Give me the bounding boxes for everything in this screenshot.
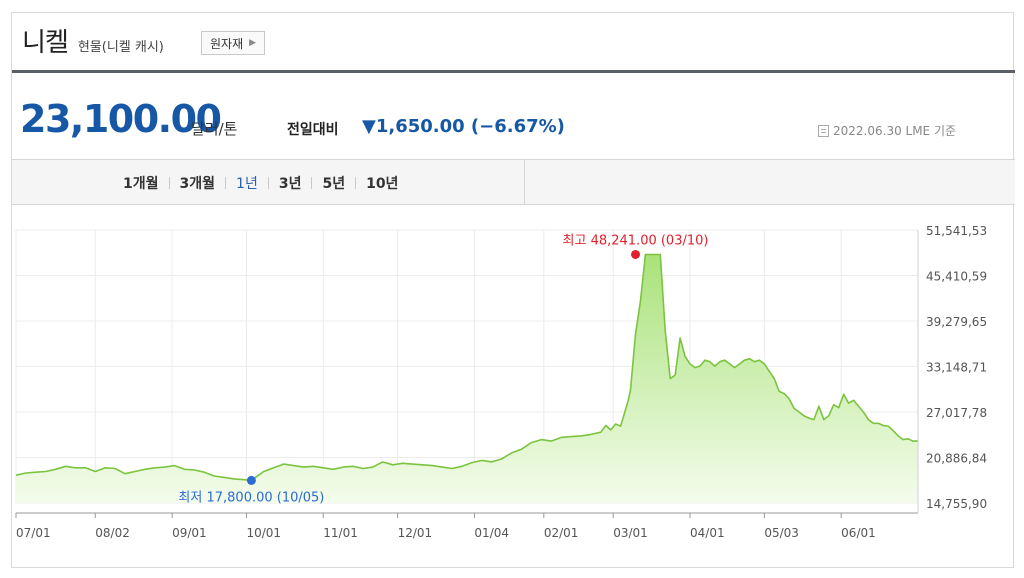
x-tick-label: 03/01	[613, 526, 648, 540]
x-tick-label: 11/01	[323, 526, 358, 540]
x-tick-label: 12/01	[398, 526, 433, 540]
y-tick-label: 33,148,71	[926, 361, 987, 375]
date-note-text: 2022.06.30 LME 기준	[833, 124, 957, 138]
change-value: ▼1,650.00 (−6.67%)	[362, 116, 565, 137]
period-tab[interactable]: 1년	[236, 176, 258, 192]
period-tab-separator	[168, 177, 170, 189]
y-tick-label: 27,017,78	[926, 406, 987, 420]
quote-panel	[11, 12, 1014, 568]
period-tab-separator	[311, 177, 313, 189]
y-tick-label: 51,541,53	[926, 224, 987, 238]
page-title: 니켈	[22, 28, 69, 58]
material-button[interactable]: 원자재 ▶	[201, 31, 266, 55]
low-label: 최저 17,800.00 (10/05)	[178, 490, 324, 505]
y-tick-label: 14,755,90	[926, 497, 987, 511]
x-tick-label: 08/02	[95, 526, 130, 540]
y-tick-label: 39,279,65	[926, 315, 987, 329]
high-marker	[631, 249, 641, 259]
price-unit: 달러/톤	[191, 120, 238, 138]
material-button-label: 원자재	[210, 36, 244, 51]
period-tab-separator	[267, 177, 269, 189]
low-marker	[246, 475, 256, 485]
x-tick-label: 05/03	[764, 526, 799, 540]
x-tick-label: 01/04	[474, 526, 509, 540]
period-tab[interactable]: 3개월	[179, 176, 216, 192]
period-tab[interactable]: 10년	[366, 176, 399, 192]
period-tab[interactable]: 5년	[322, 176, 346, 192]
title-divider	[12, 70, 1015, 73]
x-tick-label: 09/01	[172, 526, 207, 540]
period-bar-divider	[524, 160, 525, 204]
document-icon	[818, 124, 829, 137]
date-note: 2022.06.30 LME 기준	[818, 122, 956, 139]
y-tick-label: 45,410,59	[926, 270, 987, 284]
high-label: 최고 48,241.00 (03/10)	[563, 233, 709, 248]
period-tab-separator	[355, 177, 357, 189]
chevron-right-icon: ▶	[249, 38, 257, 48]
x-tick-label: 07/01	[16, 526, 51, 540]
period-tab[interactable]: 1개월	[123, 176, 159, 192]
area-fill	[16, 254, 918, 503]
price-line	[15, 253, 918, 482]
period-tabs: 1개월 3개월 1년 3년 5년 10년	[113, 173, 408, 193]
title-row: 니켈 현물(니켈 캐시)	[22, 22, 164, 62]
x-tick-label: 02/01	[544, 526, 579, 540]
x-tick-label: 06/01	[841, 526, 876, 540]
x-tick-label: 04/01	[690, 526, 725, 540]
period-tabs-bar: 1개월 3개월 1년 3년 5년 10년	[12, 159, 1015, 205]
y-tick-label: 20,886,84	[926, 452, 987, 466]
period-tab-separator	[225, 177, 227, 189]
current-price: 23,100.00	[20, 97, 222, 141]
price-chart: 07/01 08/02 09/01 10/01 11/01 12/01 01/04 02/01…	[15, 224, 987, 540]
x-tick-label: 10/01	[246, 526, 281, 540]
change-label: 전일대비	[287, 122, 339, 138]
period-tab[interactable]: 3년	[278, 176, 302, 192]
page-subtitle: 현물(니켈 캐시)	[77, 40, 164, 55]
